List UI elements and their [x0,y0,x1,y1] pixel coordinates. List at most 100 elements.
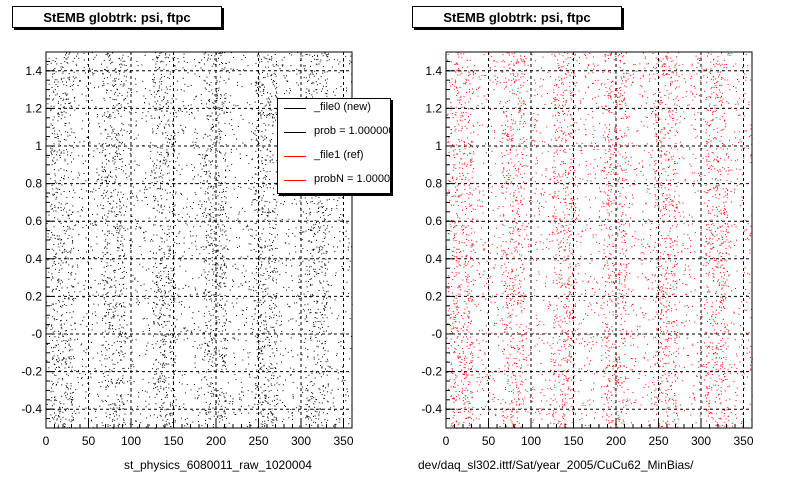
scatter-point [66,149,68,151]
scatter-point [244,57,246,58]
scatter-point [108,326,110,328]
scatter-point [114,271,116,273]
scatter-point [218,319,220,320]
scatter-point [170,405,172,407]
scatter-point [219,207,221,209]
scatter-point [310,309,311,311]
scatter-point [200,163,202,165]
scatter-point [305,417,307,419]
scatter-point [291,415,293,417]
scatter-point [105,142,107,144]
scatter-point [292,394,294,396]
scatter-point [301,239,303,241]
scatter-point [121,95,123,97]
scatter-point [269,307,271,309]
scatter-point [153,321,155,323]
scatter-point [264,57,266,59]
scatter-point [123,271,125,272]
scatter-point [80,80,82,82]
scatter-point [345,311,347,313]
scatter-point [340,85,342,87]
scatter-point [222,358,224,360]
scatter-point [302,231,304,233]
scatter-point [326,422,327,424]
scatter-point [167,419,169,420]
scatter-point [331,209,333,211]
scatter-point [115,138,117,140]
scatter-point [225,82,227,84]
scatter-point [158,188,160,189]
scatter-point [67,238,69,239]
scatter-point [156,275,158,277]
scatter-point [159,78,161,80]
scatter-point [54,256,56,257]
scatter-point [250,83,252,85]
scatter-point [204,298,206,300]
scatter-point [262,168,264,170]
scatter-point [112,234,114,236]
scatter-point [60,222,62,224]
scatter-point [217,95,218,97]
scatter-point [303,76,305,78]
scatter-point [122,196,124,198]
scatter-point [109,308,110,310]
scatter-point [165,357,167,358]
scatter-point [283,56,285,58]
scatter-point [272,367,274,369]
scatter-point [67,388,69,390]
scatter-point [221,62,222,63]
scatter-point [209,351,210,353]
scatter-point [96,172,98,174]
scatter-point [257,143,259,145]
scatter-point [259,397,261,399]
scatter-point [47,103,49,105]
scatter-point [65,139,67,141]
scatter-point [213,186,215,188]
scatter-point [49,336,50,337]
scatter-point [171,285,173,287]
scatter-point [80,188,82,190]
scatter-point [161,380,163,382]
scatter-point [55,187,57,189]
scatter-point [54,412,55,414]
scatter-point [177,57,179,59]
scatter-point [262,410,264,412]
scatter-point [233,134,235,136]
scatter-point [210,383,212,385]
scatter-point [225,216,227,218]
scatter-point [118,352,120,354]
scatter-point [119,255,121,257]
scatter-point [54,150,56,152]
scatter-point [272,64,274,66]
scatter-point [222,361,224,362]
scatter-point [66,373,68,375]
scatter-point [208,101,210,103]
scatter-point [85,251,87,253]
scatter-point [102,217,104,219]
scatter-point [223,208,225,210]
scatter-point [111,126,113,128]
scatter-point [265,328,267,330]
scatter-point [201,409,203,411]
scatter-point [248,405,250,407]
scatter-point [126,206,128,208]
scatter-point [346,222,348,224]
scatter-point [63,230,65,232]
scatter-point [202,154,204,156]
scatter-point [114,292,116,294]
scatter-point [273,198,275,200]
scatter-point [272,352,274,354]
scatter-point [263,390,265,392]
scatter-point [112,299,114,301]
scatter-point [273,375,275,377]
scatter-point [215,264,217,266]
scatter-point [186,62,188,63]
scatter-point [171,295,173,297]
scatter-point [260,313,262,315]
scatter-point [213,300,215,302]
scatter-point [227,248,228,250]
scatter-point [167,271,169,272]
scatter-point [137,426,139,428]
scatter-point [160,152,162,154]
scatter-point [317,272,319,274]
